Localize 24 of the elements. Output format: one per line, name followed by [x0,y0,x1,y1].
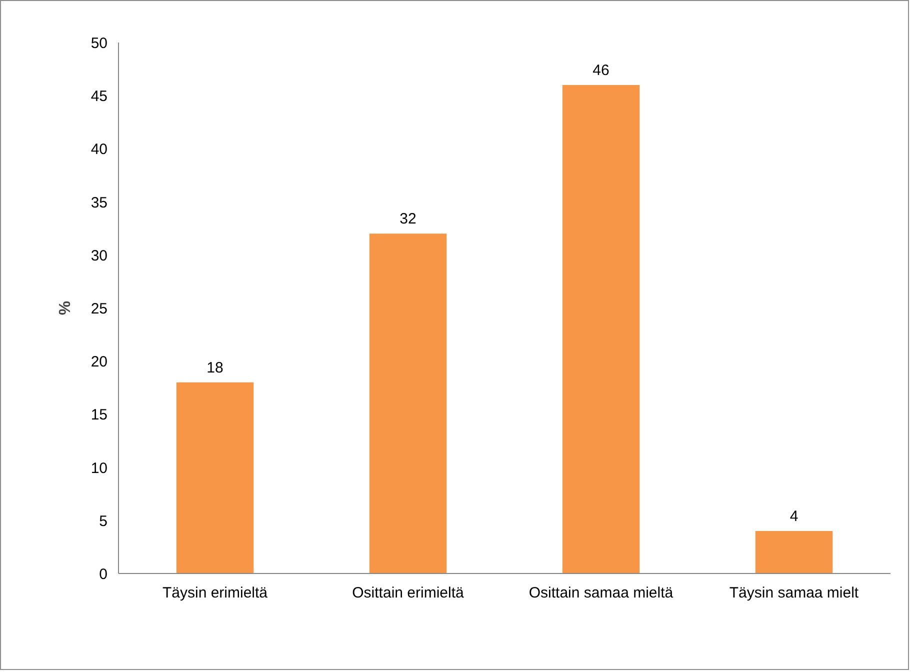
data-label: 4 [790,508,798,526]
y-tick-label: 45 [90,88,108,106]
bar [755,531,833,574]
y-tick-label: 25 [90,300,108,318]
y-tick-label: 30 [90,247,108,264]
x-tick-label: Täysin erimieltä [162,584,268,602]
x-tick-label: Täysin samaa mielt [729,584,860,602]
y-axis-title: % [56,300,74,316]
y-tick-label: 5 [99,512,108,530]
y-tick-label: 35 [90,194,108,212]
y-tick-label: 50 [90,35,108,52]
y-tick-label: 10 [90,460,108,477]
x-tick-label: Osittain erimieltä [352,584,465,602]
bar [369,234,447,574]
data-label: 18 [206,359,224,376]
bar [562,84,640,574]
y-tick-label: 0 [99,566,108,583]
bar [176,382,254,574]
data-label: 46 [592,62,610,79]
y-tick-label: 20 [90,354,108,371]
y-tick-label: 40 [90,141,108,158]
x-tick-label: Osittain samaa mieltä [528,584,674,602]
data-label: 32 [400,210,416,228]
y-tick-label: 15 [90,406,108,424]
